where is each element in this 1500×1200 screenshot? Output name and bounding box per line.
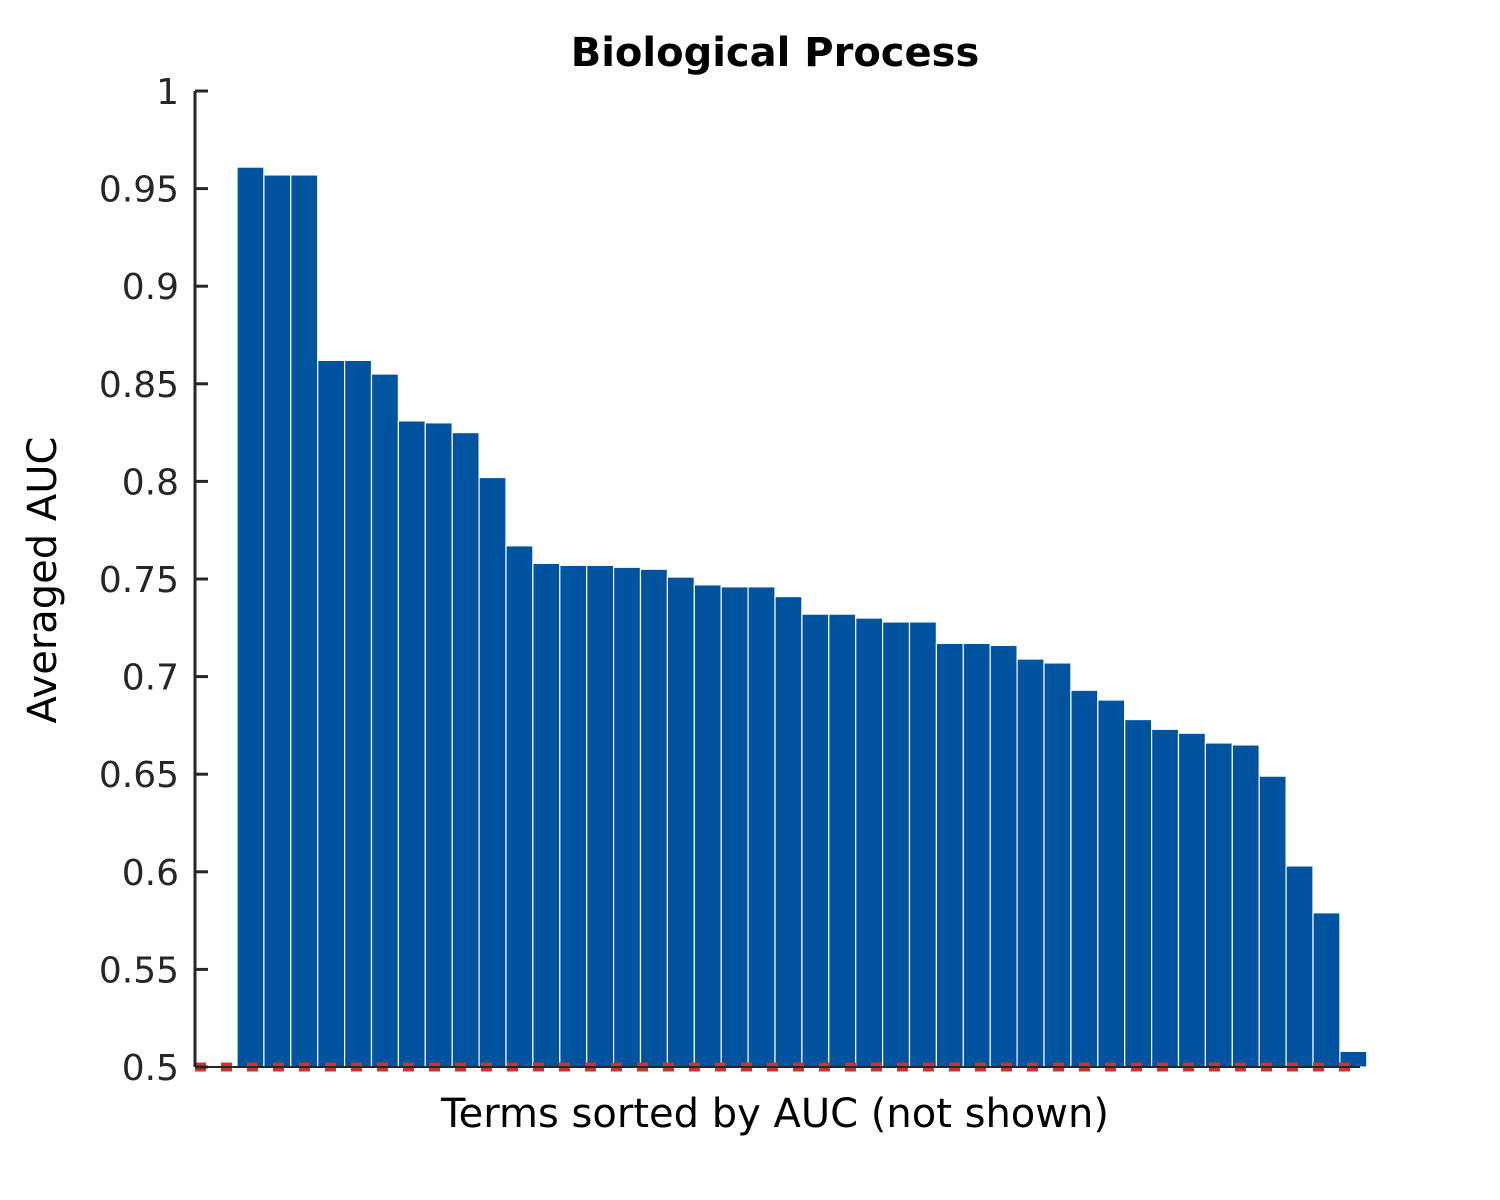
bar-14	[586, 564, 615, 1068]
y-tick-label: 0.7	[122, 658, 179, 699]
y-axis-label: Averaged AUC	[20, 437, 66, 724]
bar-6	[370, 373, 399, 1068]
bar-32	[1070, 689, 1099, 1068]
bar-35	[1150, 728, 1180, 1068]
bars-group	[236, 166, 1368, 1068]
bar-27	[935, 642, 964, 1068]
bar-33	[1097, 699, 1126, 1068]
y-tick-label: 0.55	[99, 950, 179, 991]
bar-29	[989, 644, 1018, 1068]
bar-10	[478, 476, 507, 1068]
bar-34	[1124, 718, 1153, 1068]
bar-7	[397, 420, 426, 1068]
bar-37	[1204, 742, 1233, 1068]
bar-8	[424, 422, 453, 1068]
bar-31	[1043, 662, 1072, 1068]
y-tick-label: 0.75	[99, 560, 179, 601]
bar-36	[1177, 732, 1206, 1068]
y-tick-label: 0.9	[122, 267, 179, 308]
bar-9	[451, 432, 480, 1068]
bar-5	[344, 359, 373, 1068]
bar-30	[1016, 658, 1045, 1068]
bar-39	[1258, 775, 1287, 1068]
bar-23	[828, 613, 857, 1068]
y-tick-label: 1	[156, 72, 179, 113]
bar-21	[774, 595, 803, 1068]
bar-28	[962, 642, 991, 1068]
bar-26	[908, 621, 937, 1068]
bar-19	[720, 586, 749, 1068]
bar-40	[1285, 865, 1314, 1068]
bar-1	[236, 166, 265, 1068]
bar-41	[1312, 912, 1341, 1068]
bar-16	[639, 568, 668, 1068]
bar-25	[881, 621, 911, 1068]
y-tick-label: 0.95	[99, 170, 179, 211]
y-tick-label: 0.6	[122, 853, 179, 894]
bar-15	[612, 566, 642, 1068]
bar-12	[532, 562, 561, 1068]
x-axis-label: Terms sorted by AUC (not shown)	[440, 1091, 1109, 1137]
bar-38	[1231, 744, 1260, 1068]
chart-title: Biological Process	[571, 30, 980, 76]
bar-22	[801, 613, 830, 1068]
bar-20	[747, 586, 776, 1068]
bar-18	[693, 584, 722, 1068]
bar-17	[666, 576, 695, 1068]
y-ticks: 0.5 0.55 0.6 0.65 0.7 0.75 0.8 0.85 0.9 0.95 1	[99, 72, 208, 1089]
bar-4	[317, 359, 346, 1068]
bar-11	[505, 545, 534, 1068]
y-tick-label: 0.5	[122, 1048, 179, 1089]
y-tick-label: 0.85	[99, 365, 179, 406]
y-tick-label: 0.8	[122, 462, 179, 503]
bar-24	[855, 617, 884, 1068]
y-tick-label: 0.65	[99, 755, 179, 796]
bar-3	[290, 174, 319, 1068]
bar-2	[263, 174, 292, 1068]
bar-13	[559, 564, 588, 1068]
